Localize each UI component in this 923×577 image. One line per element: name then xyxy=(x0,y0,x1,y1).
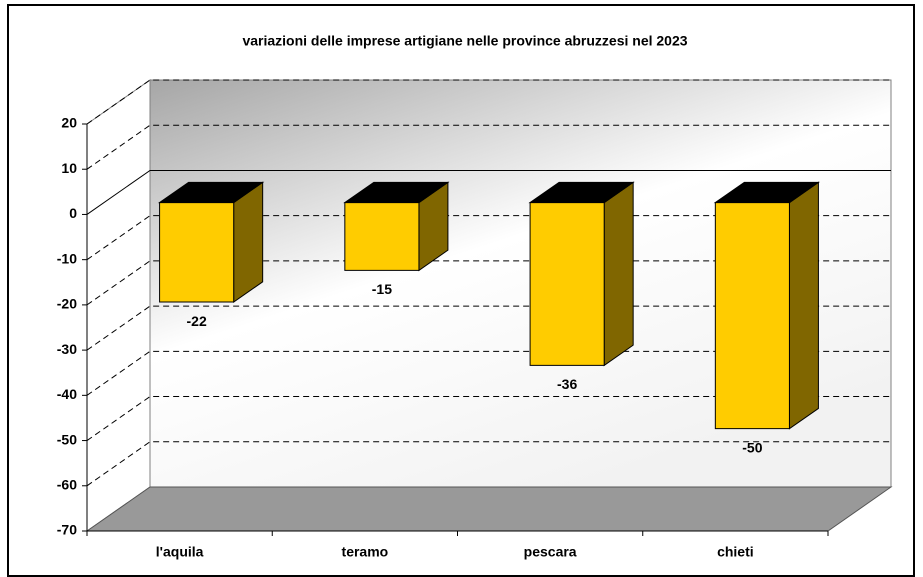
grid-line xyxy=(86,124,891,170)
grid-line xyxy=(86,350,891,396)
bar-side xyxy=(603,181,634,367)
y-tick-label: -20 xyxy=(57,296,77,312)
grid-line xyxy=(86,305,891,351)
y-tick-label: 10 xyxy=(61,160,77,176)
x-tick-label: pescara xyxy=(524,544,577,560)
data-label: -36 xyxy=(557,376,577,392)
bar-side xyxy=(233,181,264,304)
grid-line xyxy=(86,441,891,487)
grid-line xyxy=(86,396,891,441)
grid-line xyxy=(86,215,891,261)
chart-title: variazioni delle imprese artigiane nelle… xyxy=(242,33,687,49)
y-tick-label: -70 xyxy=(57,522,77,538)
y-tick-label: 20 xyxy=(61,115,77,131)
y-tick-label: -10 xyxy=(57,250,77,266)
grid-line xyxy=(86,79,891,125)
x-tick-label: chieti xyxy=(717,544,754,560)
y-tick-label: 0 xyxy=(69,205,77,221)
side-wall xyxy=(86,79,151,532)
data-label: -50 xyxy=(742,439,762,455)
y-tick-label: -50 xyxy=(57,431,77,447)
grid-line xyxy=(86,169,891,215)
bar xyxy=(159,202,235,303)
data-label: -22 xyxy=(187,313,207,329)
y-tick-label: -40 xyxy=(57,386,77,402)
floor xyxy=(85,486,893,532)
data-label: -15 xyxy=(372,281,392,297)
grid-line xyxy=(86,260,891,306)
bar-side xyxy=(788,181,819,430)
bar xyxy=(529,202,605,366)
x-tick-label: l'aquila xyxy=(156,544,204,560)
y-tick-label: -30 xyxy=(57,341,77,357)
y-tick-label: -60 xyxy=(57,476,77,492)
bar xyxy=(714,202,790,430)
x-tick-label: teramo xyxy=(342,544,389,560)
bar xyxy=(344,202,420,271)
